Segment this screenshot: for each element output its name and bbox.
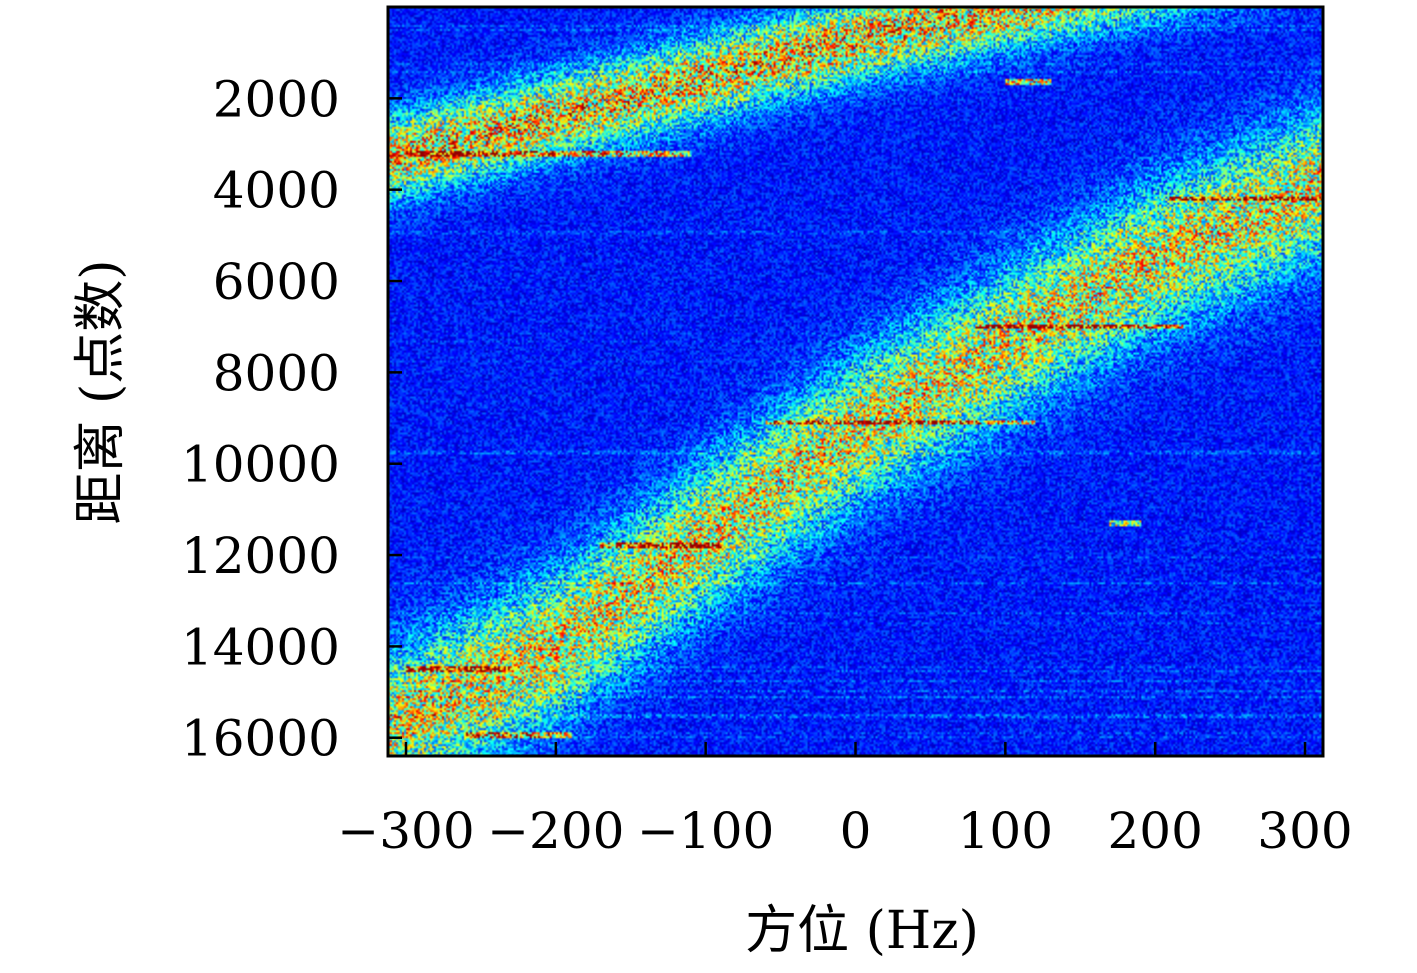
- y-tick-label: 8000: [213, 344, 340, 402]
- x-tick-label: −100: [637, 802, 774, 860]
- y-tick-label: 10000: [181, 436, 340, 494]
- x-tick-label: −300: [337, 802, 474, 860]
- y-tick-label: 4000: [213, 162, 340, 220]
- x-tick-label: 100: [958, 802, 1053, 860]
- y-tick-label: 14000: [181, 618, 340, 676]
- y-tick-label: 6000: [213, 253, 340, 311]
- y-tick-label: 2000: [213, 70, 340, 128]
- y-axis-ticks: 2000 4000 6000 8000 10000 12000 14000 16000: [181, 70, 402, 768]
- x-tick-label: −200: [487, 802, 624, 860]
- x-axis-title: 方位 (Hz): [745, 901, 979, 961]
- x-tick-label: 300: [1257, 802, 1352, 860]
- heatmap-image: [388, 7, 1323, 756]
- x-axis-ticks: −300 −200 −100 0 100 200 300: [337, 742, 1353, 860]
- x-tick-label: 200: [1107, 802, 1202, 860]
- x-tick-label: 0: [840, 802, 872, 860]
- plot-area: [388, 7, 1323, 756]
- y-axis-title: 距离 (点数): [71, 259, 131, 524]
- y-tick-label: 12000: [181, 527, 340, 585]
- y-tick-label: 16000: [181, 710, 340, 768]
